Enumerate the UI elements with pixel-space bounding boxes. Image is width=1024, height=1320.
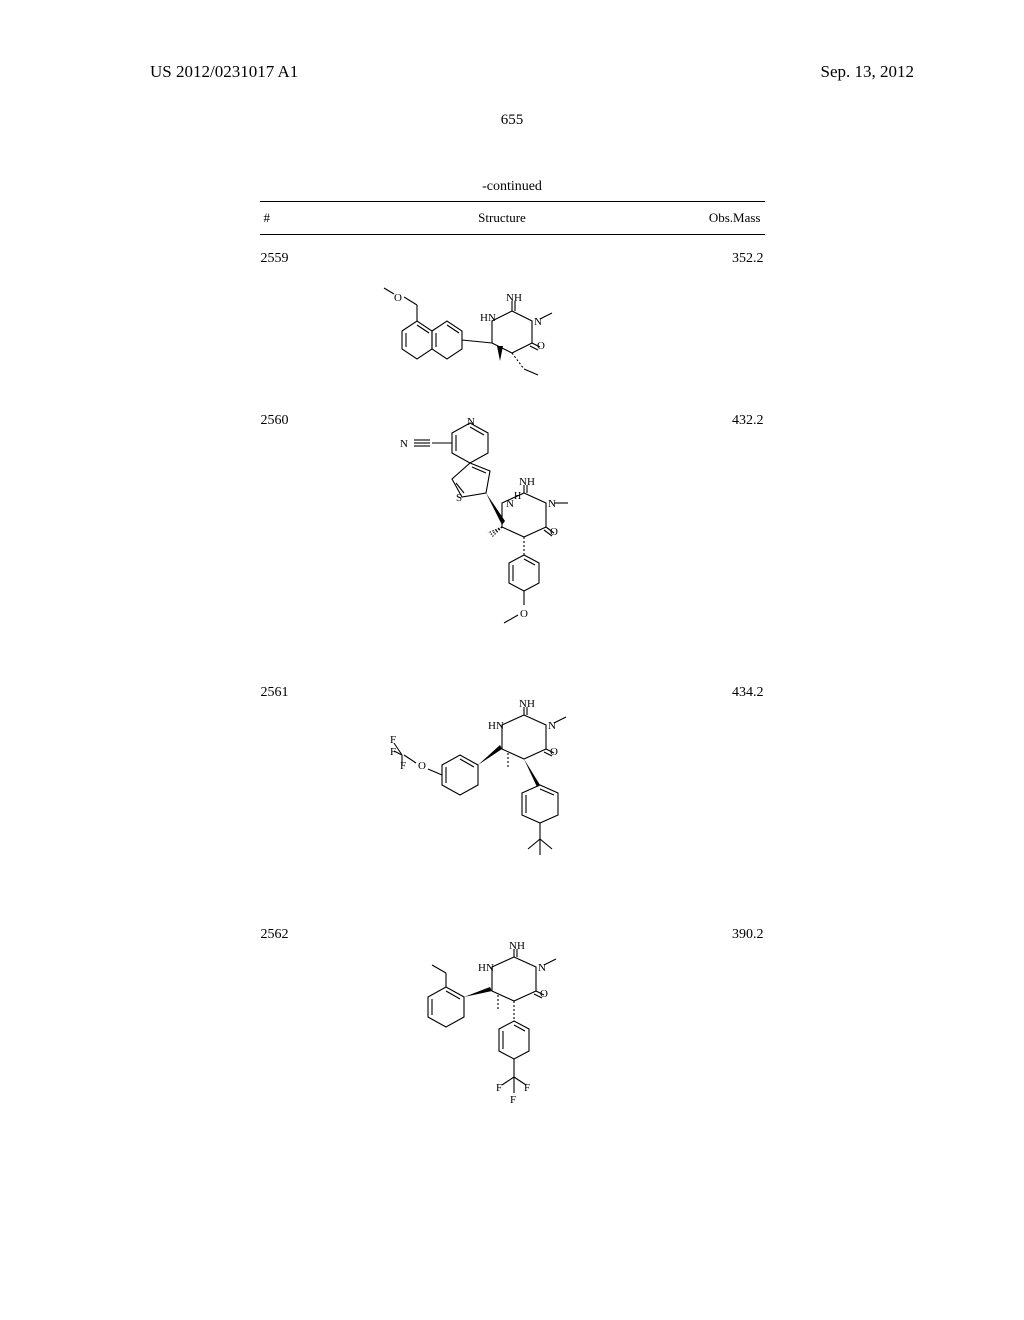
compound-mass: 434.2	[677, 669, 765, 911]
compound-mass: 352.2	[677, 235, 765, 398]
svg-text:O: O	[394, 292, 402, 304]
svg-text:O: O	[418, 760, 426, 772]
table-row: 2562 NH HN N O	[260, 911, 765, 1183]
svg-text:N: N	[548, 498, 556, 510]
compound-id: 2562	[260, 911, 328, 1183]
compound-structure: O NH HN N O	[328, 235, 677, 398]
compound-id: 2560	[260, 397, 328, 669]
publication-date: Sep. 13, 2012	[821, 62, 915, 82]
col-header-structure: Structure	[328, 202, 677, 235]
svg-text:F: F	[400, 760, 406, 772]
compound-mass: 432.2	[677, 397, 765, 669]
svg-text:N: N	[400, 438, 408, 450]
compound-structure: NH HN N O	[328, 911, 677, 1183]
structure-diagram: NH HN N O	[372, 685, 632, 910]
compound-table: -continued # Structure Obs.Mass 2559	[260, 179, 765, 1183]
table-row: 2559 O	[260, 235, 765, 398]
svg-text:N: N	[506, 498, 514, 510]
structure-diagram: N N S NH	[372, 413, 632, 668]
table-row: 2561 NH HN N O	[260, 669, 765, 911]
publication-number: US 2012/0231017 A1	[150, 62, 298, 82]
svg-text:O: O	[550, 526, 558, 538]
structure-diagram: O NH HN N O	[372, 251, 632, 396]
svg-text:HN: HN	[480, 312, 496, 324]
compound-mass: 390.2	[677, 911, 765, 1183]
svg-text:N: N	[538, 962, 546, 974]
compound-structure: NH HN N O	[328, 669, 677, 911]
svg-text:N: N	[467, 416, 475, 428]
page-number: 655	[0, 112, 1024, 129]
svg-text:N: N	[534, 316, 542, 328]
svg-text:F: F	[496, 1082, 502, 1094]
table-header-row: # Structure Obs.Mass	[260, 202, 765, 235]
svg-text:HN: HN	[478, 962, 494, 974]
page-header: US 2012/0231017 A1 Sep. 13, 2012	[0, 0, 1024, 82]
svg-text:H: H	[514, 491, 521, 502]
continued-label: -continued	[260, 179, 765, 195]
svg-text:O: O	[520, 608, 528, 620]
compound-id: 2561	[260, 669, 328, 911]
svg-text:HN: HN	[488, 720, 504, 732]
compound-id: 2559	[260, 235, 328, 398]
svg-text:S: S	[456, 492, 462, 504]
col-header-number: #	[260, 202, 328, 235]
structure-diagram: NH HN N O	[372, 927, 632, 1182]
table-row: 2560 N N	[260, 397, 765, 669]
svg-text:N: N	[548, 720, 556, 732]
svg-text:NH: NH	[506, 292, 522, 304]
col-header-mass: Obs.Mass	[677, 202, 765, 235]
svg-text:F: F	[510, 1094, 516, 1106]
structures-table: # Structure Obs.Mass 2559	[260, 201, 765, 1183]
compound-structure: N N S NH	[328, 397, 677, 669]
